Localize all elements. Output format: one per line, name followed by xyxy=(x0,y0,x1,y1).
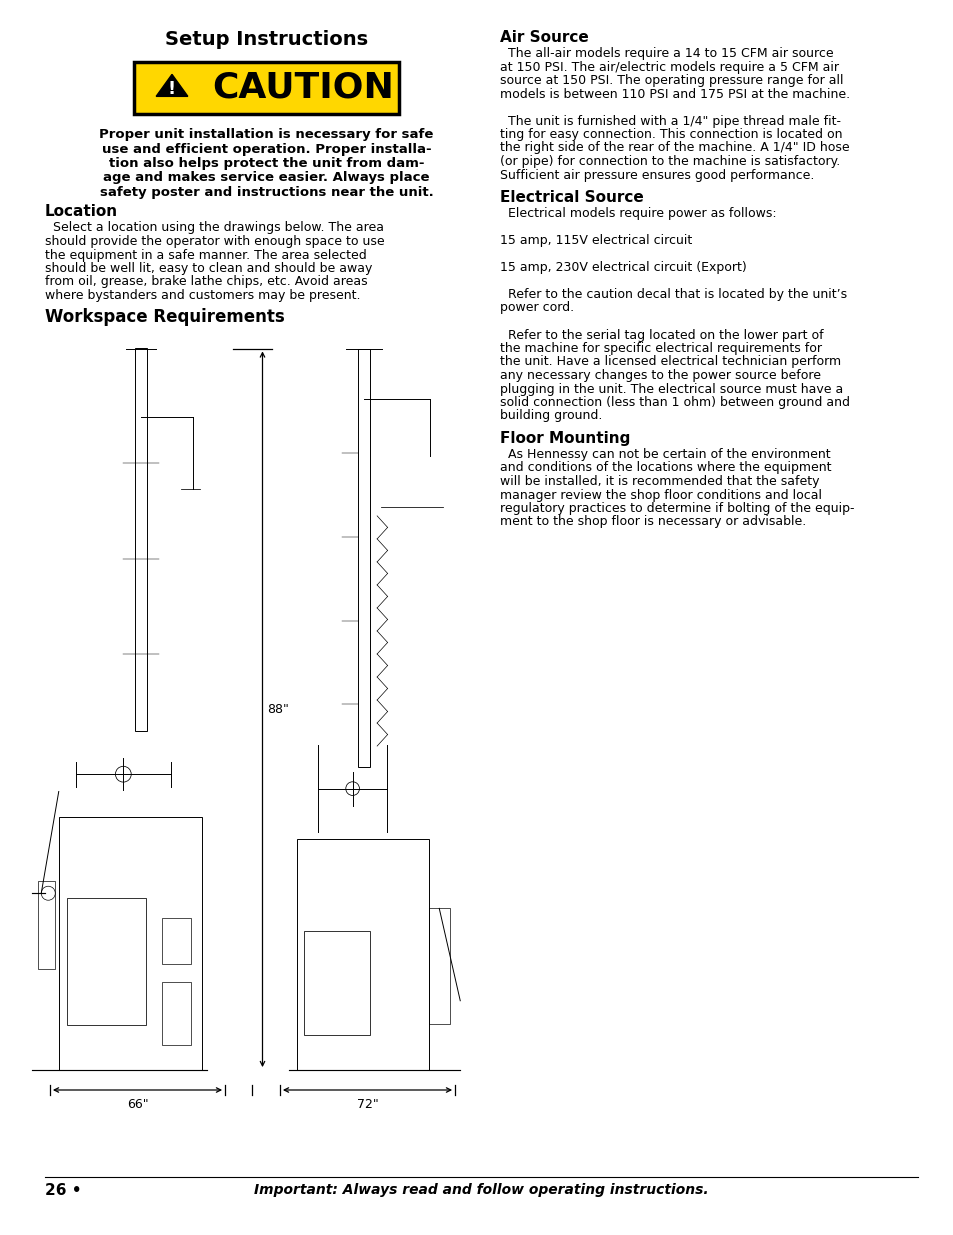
Bar xyxy=(134,348,147,731)
Text: Refer to the caution decal that is located by the unit’s: Refer to the caution decal that is locat… xyxy=(499,288,846,301)
Text: age and makes service easier. Always place: age and makes service easier. Always pla… xyxy=(103,172,429,184)
Text: 15 amp, 230V electrical circuit (Export): 15 amp, 230V electrical circuit (Export) xyxy=(499,261,746,274)
Bar xyxy=(162,919,191,965)
Text: Electrical models require power as follows:: Electrical models require power as follo… xyxy=(499,207,776,220)
Text: safety poster and instructions near the unit.: safety poster and instructions near the … xyxy=(99,186,433,199)
Text: use and efficient operation. Proper installa-: use and efficient operation. Proper inst… xyxy=(102,142,431,156)
Bar xyxy=(38,881,55,969)
Bar xyxy=(59,818,202,1070)
Bar xyxy=(68,898,146,1025)
Bar xyxy=(162,982,191,1045)
Text: Setup Instructions: Setup Instructions xyxy=(165,30,368,49)
Text: models is between 110 PSI and 175 PSI at the machine.: models is between 110 PSI and 175 PSI at… xyxy=(499,88,849,100)
Text: source at 150 PSI. The operating pressure range for all: source at 150 PSI. The operating pressur… xyxy=(499,74,842,86)
Text: at 150 PSI. The air/electric models require a 5 CFM air: at 150 PSI. The air/electric models requ… xyxy=(499,61,838,74)
Text: Location: Location xyxy=(45,205,118,220)
Text: from oil, grease, brake lathe chips, etc. Avoid areas: from oil, grease, brake lathe chips, etc… xyxy=(45,275,367,289)
Text: any necessary changes to the power source before: any necessary changes to the power sourc… xyxy=(499,369,821,382)
Text: the machine for specific electrical requirements for: the machine for specific electrical requ… xyxy=(499,342,821,354)
Text: CAUTION: CAUTION xyxy=(213,70,395,105)
Text: ment to the shop floor is necessary or advisable.: ment to the shop floor is necessary or a… xyxy=(499,515,805,529)
Bar xyxy=(297,839,428,1070)
Text: Workspace Requirements: Workspace Requirements xyxy=(45,309,284,326)
Text: The unit is furnished with a 1/4" pipe thread male fit-: The unit is furnished with a 1/4" pipe t… xyxy=(499,115,841,127)
Text: 66": 66" xyxy=(127,1098,148,1112)
Text: solid connection (less than 1 ohm) between ground and: solid connection (less than 1 ohm) betwe… xyxy=(499,396,849,409)
Text: should provide the operator with enough space to use: should provide the operator with enough … xyxy=(45,235,384,248)
FancyBboxPatch shape xyxy=(133,62,398,114)
Polygon shape xyxy=(156,74,188,96)
Text: Sufficient air pressure ensures good performance.: Sufficient air pressure ensures good per… xyxy=(499,168,814,182)
Text: Floor Mounting: Floor Mounting xyxy=(499,431,630,446)
Text: ting for easy connection. This connection is located on: ting for easy connection. This connectio… xyxy=(499,128,841,141)
Text: manager review the shop floor conditions and local: manager review the shop floor conditions… xyxy=(499,489,821,501)
Text: regulatory practices to determine if bolting of the equip-: regulatory practices to determine if bol… xyxy=(499,501,854,515)
Text: (or pipe) for connection to the machine is satisfactory.: (or pipe) for connection to the machine … xyxy=(499,156,840,168)
Text: Important: Always read and follow operating instructions.: Important: Always read and follow operat… xyxy=(253,1183,708,1197)
Text: the right side of the rear of the machine. A 1/4" ID hose: the right side of the rear of the machin… xyxy=(499,142,849,154)
Text: plugging in the unit. The electrical source must have a: plugging in the unit. The electrical sou… xyxy=(499,383,842,395)
Text: As Hennessy can not be certain of the environment: As Hennessy can not be certain of the en… xyxy=(499,448,830,461)
Text: 72": 72" xyxy=(356,1098,378,1112)
Text: the unit. Have a licensed electrical technician perform: the unit. Have a licensed electrical tec… xyxy=(499,356,841,368)
Text: will be installed, it is recommended that the safety: will be installed, it is recommended tha… xyxy=(499,475,819,488)
Text: power cord.: power cord. xyxy=(499,301,574,315)
Bar xyxy=(304,931,370,1035)
Text: and conditions of the locations where the equipment: and conditions of the locations where th… xyxy=(499,462,831,474)
Text: tion also helps protect the unit from dam-: tion also helps protect the unit from da… xyxy=(109,157,424,170)
Text: 26 •: 26 • xyxy=(45,1183,82,1198)
Text: Refer to the serial tag located on the lower part of: Refer to the serial tag located on the l… xyxy=(499,329,822,342)
Text: 88": 88" xyxy=(267,703,289,716)
Text: Proper unit installation is necessary for safe: Proper unit installation is necessary fo… xyxy=(99,128,434,141)
Text: !: ! xyxy=(168,80,176,98)
Text: where bystanders and customers may be present.: where bystanders and customers may be pr… xyxy=(45,289,360,303)
Text: the equipment in a safe manner. The area selected: the equipment in a safe manner. The area… xyxy=(45,248,366,262)
Bar xyxy=(357,348,370,767)
Bar xyxy=(428,909,449,1024)
Text: Air Source: Air Source xyxy=(499,30,588,44)
Text: The all-air models require a 14 to 15 CFM air source: The all-air models require a 14 to 15 CF… xyxy=(499,47,833,61)
Text: should be well lit, easy to clean and should be away: should be well lit, easy to clean and sh… xyxy=(45,262,372,275)
Text: building ground.: building ground. xyxy=(499,410,601,422)
Text: Electrical Source: Electrical Source xyxy=(499,190,643,205)
Text: Select a location using the drawings below. The area: Select a location using the drawings bel… xyxy=(45,221,384,235)
Text: 15 amp, 115V electrical circuit: 15 amp, 115V electrical circuit xyxy=(499,233,692,247)
